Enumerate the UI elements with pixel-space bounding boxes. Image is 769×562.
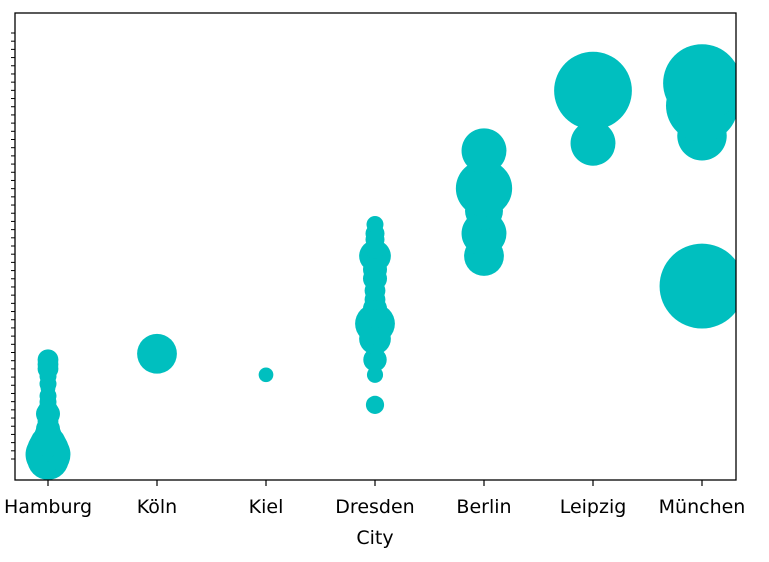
data-point: [659, 243, 736, 329]
data-point: [366, 366, 384, 383]
data-points: [25, 44, 736, 480]
x-axis-ticks: Hamburg Köln Kiel Dresden Berlin Leipzig Münch…: [4, 480, 745, 518]
x-tick-label: München: [659, 496, 746, 518]
x-tick-label: Berlin: [456, 496, 511, 518]
y-axis-ticks: [11, 32, 15, 460]
x-tick-label: Hamburg: [4, 496, 92, 518]
x-tick-label: Leipzig: [560, 496, 627, 518]
data-point: [365, 395, 385, 414]
data-point: [461, 128, 507, 174]
x-tick-label: Dresden: [335, 496, 414, 518]
data-point: [137, 333, 177, 374]
data-point: [554, 51, 632, 130]
data-point: [363, 348, 387, 372]
x-tick-label: Köln: [137, 496, 177, 518]
data-point: [37, 349, 59, 371]
data-point: [570, 120, 616, 166]
data-point: [663, 44, 736, 122]
x-tick-label: Kiel: [249, 496, 284, 518]
data-point: [258, 367, 274, 383]
data-point: [366, 215, 384, 233]
x-axis-label: City: [356, 527, 393, 549]
